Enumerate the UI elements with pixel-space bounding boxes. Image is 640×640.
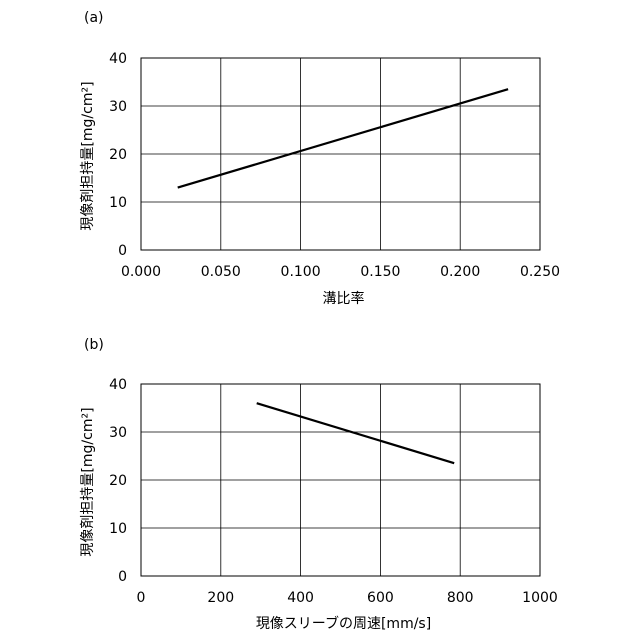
x-tick-label: 1000	[522, 590, 558, 606]
x-tick-label: 0.150	[360, 264, 400, 280]
x-axis-label: 溝比率	[323, 290, 365, 307]
y-tick-label: 30	[109, 425, 127, 441]
x-tick-label: 0.100	[281, 264, 321, 280]
x-axis-label: 現像スリーブの周速[mm/s]	[256, 615, 431, 632]
y-tick-label: 10	[109, 195, 127, 211]
x-tick-label: 0.000	[121, 264, 161, 280]
x-tick-label: 400	[287, 590, 314, 606]
x-tick-label: 800	[447, 590, 474, 606]
panel-label: (a)	[84, 10, 104, 26]
y-tick-label: 20	[109, 147, 127, 163]
x-tick-label: 600	[367, 590, 394, 606]
y-tick-label: 20	[109, 473, 127, 489]
y-tick-label: 0	[118, 243, 127, 259]
x-tick-label: 0	[137, 590, 146, 606]
series-line	[178, 89, 508, 187]
y-tick-label: 40	[109, 377, 127, 393]
y-tick-label: 10	[109, 521, 127, 537]
x-tick-label: 0.250	[520, 264, 560, 280]
y-axis-label: 現像剤担持量[mg/cm²]	[80, 81, 96, 230]
series-line	[257, 403, 455, 463]
y-axis-label: 現像剤担持量[mg/cm²]	[80, 407, 96, 556]
panel-label: (b)	[84, 337, 104, 353]
y-tick-label: 0	[118, 569, 127, 585]
chart-panel-b: (b)01020304002004006008001000現像スリーブの周速[m…	[80, 337, 558, 632]
x-tick-label: 0.200	[440, 264, 480, 280]
y-tick-label: 40	[109, 51, 127, 67]
y-tick-label: 30	[109, 99, 127, 115]
x-tick-label: 0.050	[201, 264, 241, 280]
chart-panel-a: (a) 0 10 20 30 40 0.000 0.050 0.100 0.150 0.200 0.2…	[80, 10, 560, 307]
x-tick-label: 200	[207, 590, 234, 606]
